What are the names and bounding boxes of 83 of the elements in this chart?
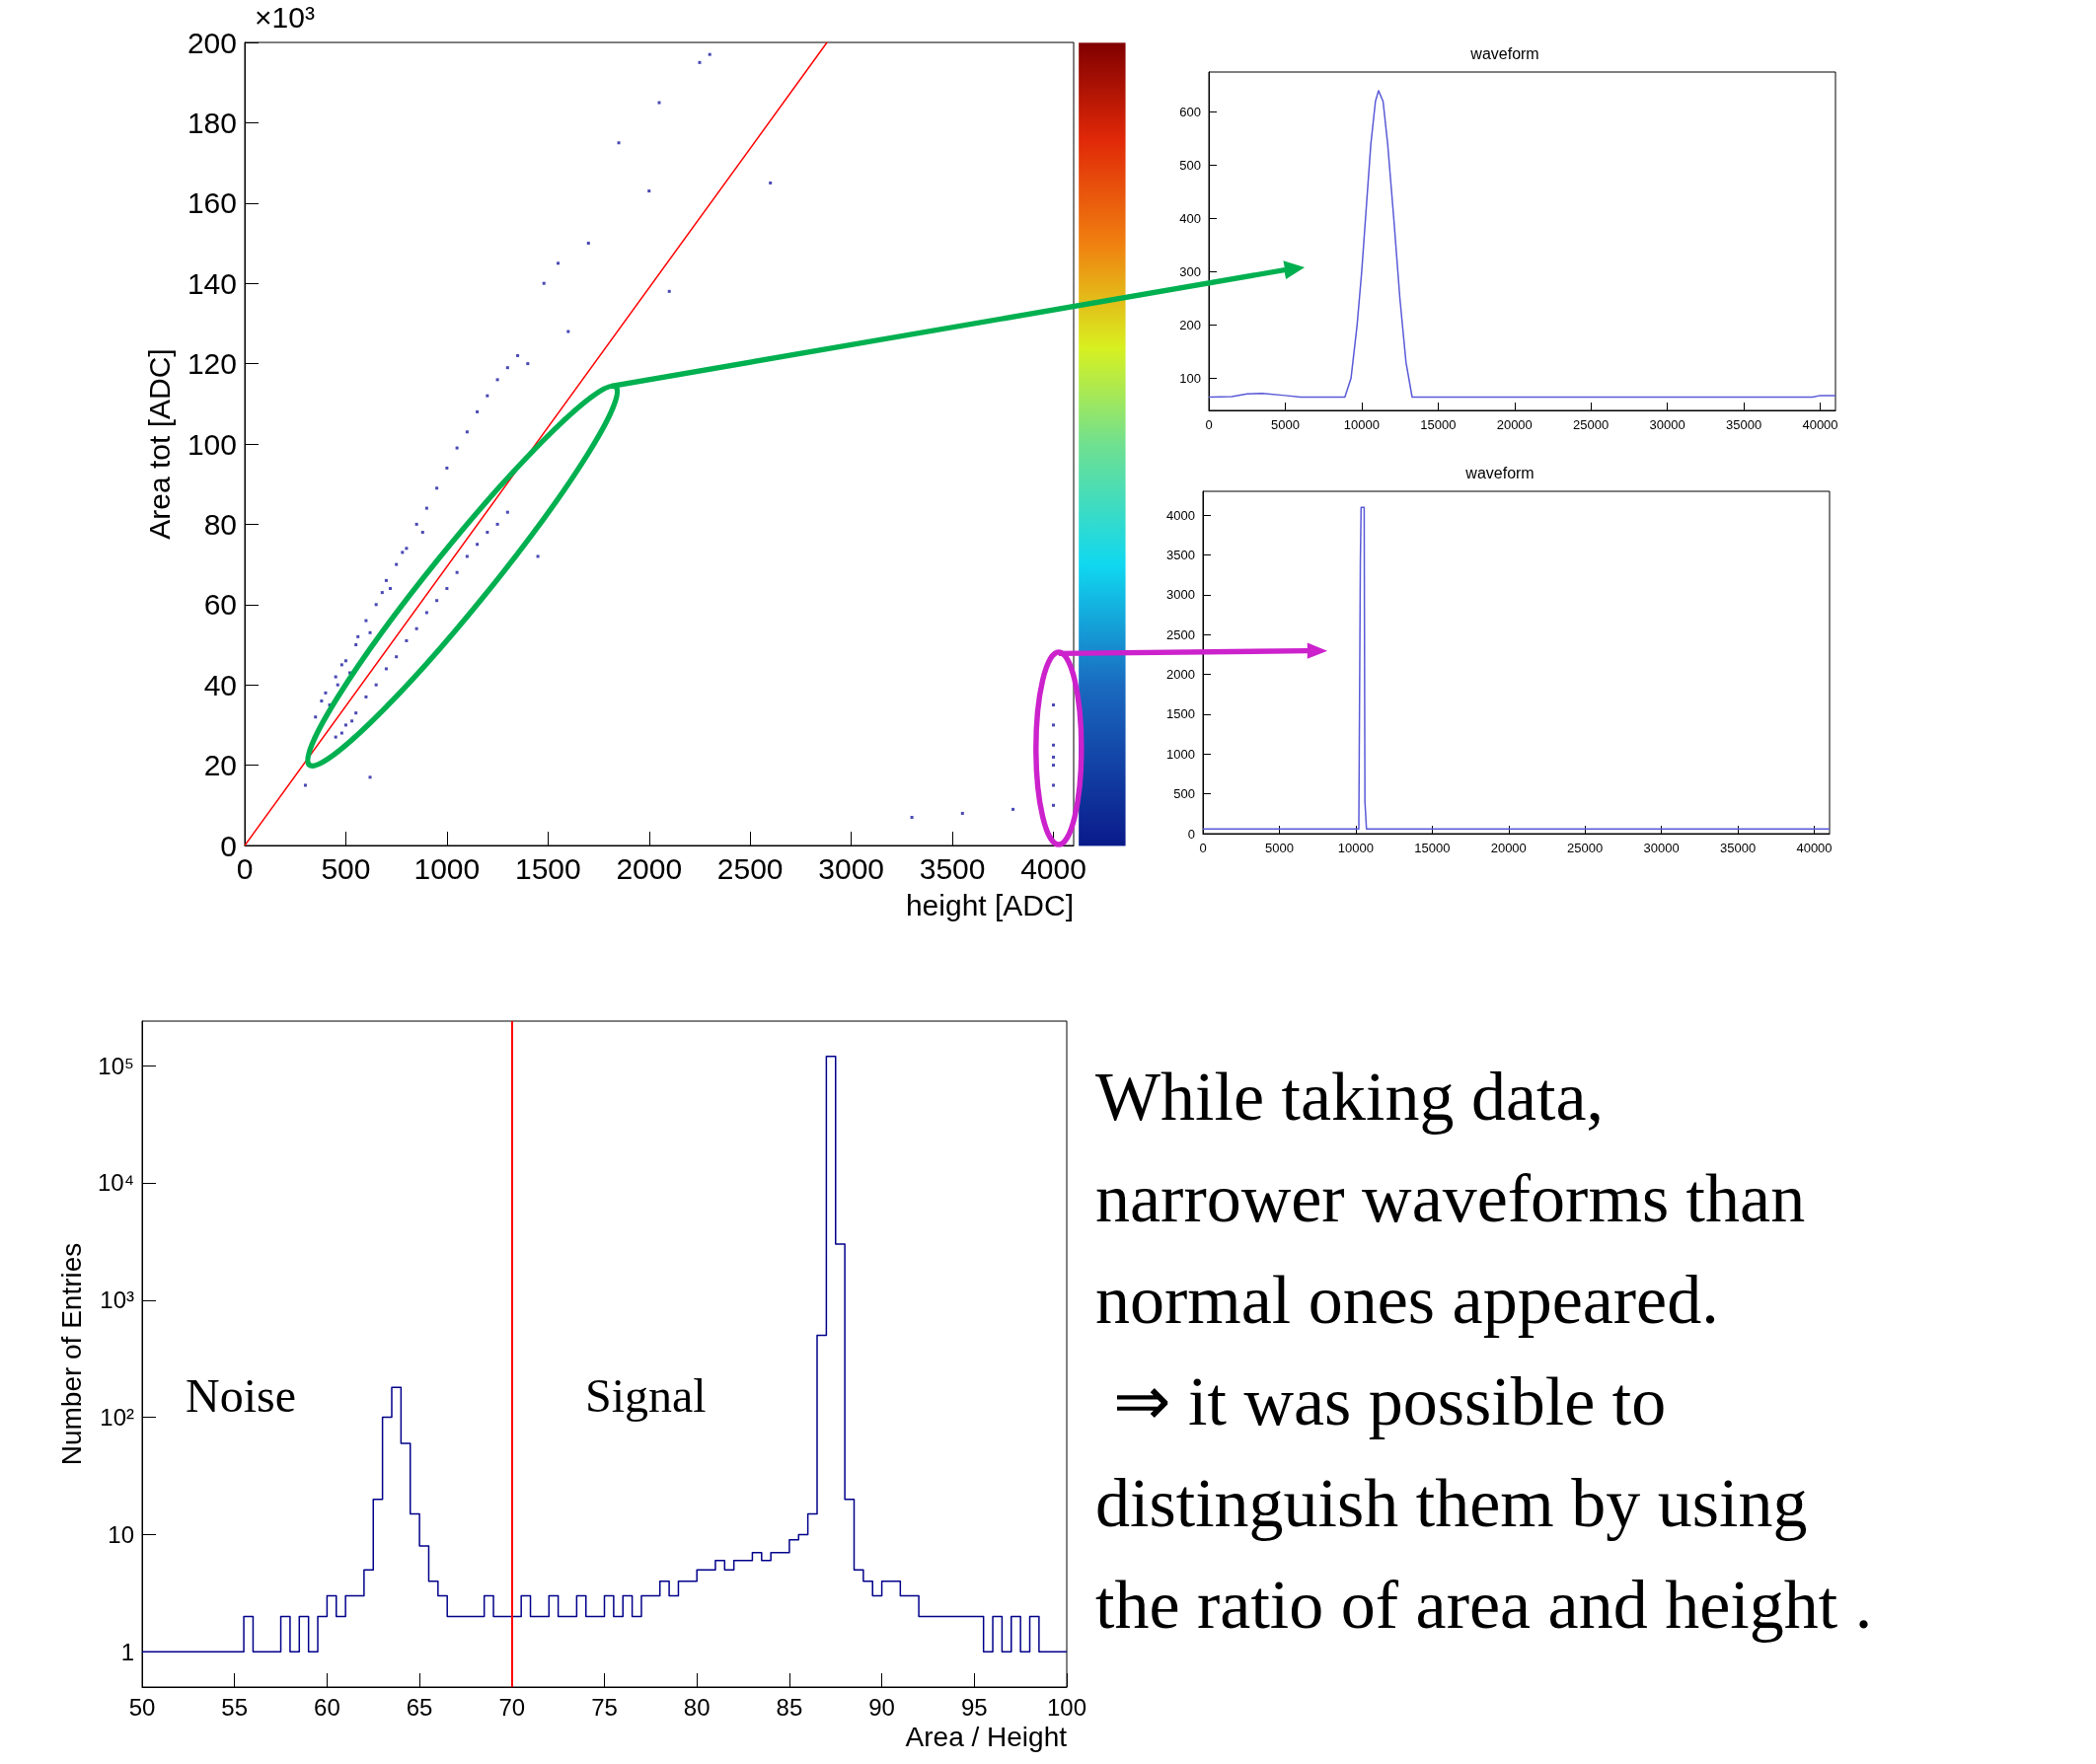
y-tick-label: 500 [1179, 158, 1201, 174]
x-tick-label: 80 [683, 1693, 711, 1721]
y-tick-label: 10 [108, 1520, 134, 1548]
text: normal ones appeared. [1095, 1261, 1720, 1340]
x-tick-label: 500 [321, 851, 371, 885]
text: ×10³ [255, 0, 315, 34]
x-tick-label: 15000 [1420, 417, 1457, 432]
x-tick-label: 20000 [1490, 841, 1527, 855]
line-series [1202, 506, 1831, 830]
text: distinguish them by using [1095, 1464, 1809, 1543]
y-tick-label: 10² [100, 1404, 135, 1432]
y-tick-label: 600 [1179, 105, 1201, 120]
text: ⇒ it was possible to [1111, 1362, 1668, 1441]
y-tick-label: 200 [1179, 318, 1201, 333]
y-tick-label: 1 [120, 1638, 134, 1665]
y-tick-label: 60 [203, 588, 237, 622]
x-tick-label: 0 [1205, 417, 1213, 432]
y-tick-label: 140 [187, 266, 237, 300]
y-tick-label: 400 [1179, 211, 1201, 227]
y-tick-label: 10³ [100, 1286, 135, 1314]
x-tick-label: 60 [314, 1693, 340, 1721]
x-tick-label: 4000 [1020, 851, 1086, 885]
y-tick-label: 1500 [1166, 706, 1195, 722]
x-tick-label: 65 [406, 1693, 433, 1721]
y-tick-label: 100 [1179, 371, 1201, 387]
x-tick-label: 30000 [1643, 841, 1680, 855]
x-tick-label: 40000 [1802, 417, 1838, 432]
y-tick-label: 40 [203, 668, 237, 701]
y-tick-label: 10⁴ [97, 1169, 134, 1197]
x-tick-label: 1500 [514, 851, 581, 885]
y-tick-label: 0 [1187, 826, 1195, 842]
y-tick-label: 3000 [1166, 587, 1195, 603]
chart-title: waveform [1464, 464, 1535, 481]
y-tick-label: 4000 [1166, 507, 1195, 523]
y-tick-label: 120 [187, 347, 237, 381]
y-tick-label: 1000 [1166, 746, 1195, 762]
annotation: Noise [186, 1368, 296, 1422]
x-tick-label: 55 [221, 1693, 249, 1721]
line-series [1208, 90, 1836, 399]
x-tick-label: 100 [1046, 1693, 1087, 1721]
y-axis-title: Area tot [ADC] [142, 348, 176, 540]
x-tick-label: 35000 [1720, 841, 1757, 855]
x-tick-label: 10000 [1337, 841, 1374, 855]
x-tick-label: 25000 [1573, 417, 1609, 432]
x-axis-title: height [ADC] [905, 888, 1074, 921]
y-tick-label: 160 [187, 186, 237, 220]
x-tick-label: 3000 [818, 851, 885, 885]
text: the ratio of area and height . [1095, 1566, 1874, 1645]
y-tick-label: 10⁵ [98, 1052, 134, 1079]
x-tick-label: 40000 [1796, 841, 1833, 855]
x-tick-label: 70 [498, 1693, 526, 1721]
text: narrower waveforms than [1095, 1159, 1807, 1238]
x-tick-label: 95 [960, 1693, 988, 1721]
x-tick-label: 85 [776, 1693, 803, 1721]
y-tick-label: 2500 [1166, 626, 1195, 642]
x-tick-label: 35000 [1726, 417, 1762, 432]
x-tick-label: 5000 [1270, 417, 1300, 432]
chart-title: waveform [1469, 44, 1539, 62]
x-tick-label: 20000 [1496, 417, 1533, 432]
annotation: Signal [585, 1368, 707, 1422]
y-tick-label: 200 [187, 26, 237, 59]
y-tick-label: 80 [203, 507, 237, 541]
x-tick-label: 3500 [919, 851, 986, 885]
y-tick-label: 3500 [1166, 548, 1195, 563]
x-tick-label: 10000 [1343, 417, 1380, 432]
x-axis-title: Area / Height [905, 1721, 1068, 1752]
x-tick-label: 5000 [1264, 841, 1294, 855]
y-tick-label: 20 [203, 749, 237, 782]
text: While taking data, [1095, 1058, 1606, 1137]
x-tick-label: 2500 [716, 851, 784, 885]
y-tick-label: 2000 [1166, 667, 1195, 683]
x-tick-label: 25000 [1567, 841, 1604, 855]
x-tick-label: 50 [128, 1693, 156, 1721]
x-tick-label: 15000 [1414, 841, 1451, 855]
x-tick-label: 90 [868, 1693, 895, 1721]
y-axis-title: Number of Entries [55, 1242, 87, 1466]
x-tick-label: 1000 [413, 851, 481, 885]
x-tick-label: 2000 [616, 851, 683, 885]
x-tick-label: 30000 [1649, 417, 1685, 432]
y-tick-label: 180 [187, 106, 237, 139]
y-tick-label: 300 [1179, 264, 1201, 280]
x-tick-label: 75 [591, 1693, 618, 1721]
y-tick-label: 500 [1173, 786, 1195, 802]
